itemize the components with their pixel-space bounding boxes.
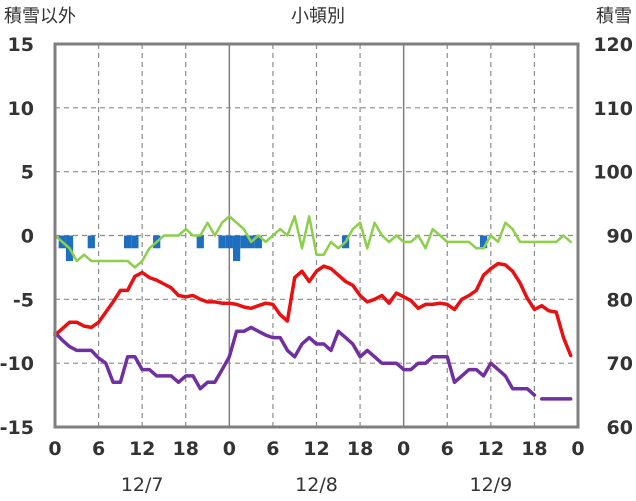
left-tick-label: 5: [21, 162, 34, 184]
precipitation-bar: [218, 235, 226, 249]
date-label: 12/7: [121, 474, 164, 496]
precipitation-bar: [87, 235, 95, 249]
precipitation-bar: [225, 235, 233, 249]
x-tick-label: 0: [397, 438, 410, 460]
left-tick-label: 15: [8, 34, 34, 56]
plot-frame: [53, 42, 580, 429]
date-labels: 12/7 12/8 12/9: [121, 474, 512, 496]
x-tick-label: 12: [478, 438, 504, 460]
x-tick-labels: 0 6 12 18 0 6 12 18 0 6 12 18 0: [48, 438, 584, 460]
left-tick-label: -5: [13, 289, 34, 311]
left-tick-labels: 15 10 5 0 -5 -10 -15: [0, 34, 34, 439]
right-axis-label: 積雪: [596, 6, 632, 27]
right-tick-labels: 120 110 100 90 80 70 60: [593, 34, 633, 439]
precipitation-bars: [58, 235, 488, 262]
date-label: 12/8: [295, 474, 338, 496]
left-tick-label: 0: [21, 226, 34, 248]
x-tick-label: 18: [521, 438, 547, 460]
precipitation-bar: [479, 235, 488, 249]
x-tick-label: 0: [48, 438, 61, 460]
chart-title: 小頓別: [291, 6, 345, 27]
right-tick-label: 100: [593, 162, 633, 184]
x-tick-label: 6: [441, 438, 454, 460]
precipitation-bar: [240, 235, 248, 249]
x-tick-label: 0: [223, 438, 236, 460]
left-tick-label: -15: [0, 417, 34, 439]
right-tick-label: 80: [607, 289, 633, 311]
precipitation-bar: [232, 235, 241, 262]
temperature-line: [53, 261, 573, 358]
x-tick-label: 18: [173, 438, 199, 460]
series-lines: [53, 215, 573, 401]
axis-labels: 積雪以外 小頓別 積雪: [4, 6, 632, 27]
left-axis-label: 積雪以外: [4, 6, 76, 27]
right-tick-label: 110: [593, 98, 633, 120]
precipitation-bar: [124, 235, 132, 249]
precipitation-bar: [131, 235, 139, 249]
left-tick-label: -10: [0, 353, 34, 375]
x-tick-label: 6: [266, 438, 279, 460]
left-tick-label: 10: [8, 98, 34, 120]
x-tick-label: 12: [129, 438, 155, 460]
precipitation-bar: [196, 235, 204, 249]
precipitation-bar: [254, 235, 263, 249]
right-tick-label: 70: [607, 353, 633, 375]
snow-depth-line: [53, 215, 572, 269]
x-tick-label: 12: [303, 438, 329, 460]
right-tick-label: 120: [593, 34, 633, 56]
right-tick-label: 60: [607, 417, 633, 439]
x-tick-label: 6: [92, 438, 105, 460]
date-label: 12/9: [469, 474, 512, 496]
dew-point-line: [53, 325, 573, 401]
x-tick-label: 0: [571, 438, 584, 460]
right-tick-label: 90: [607, 226, 633, 248]
x-tick-label: 18: [347, 438, 373, 460]
